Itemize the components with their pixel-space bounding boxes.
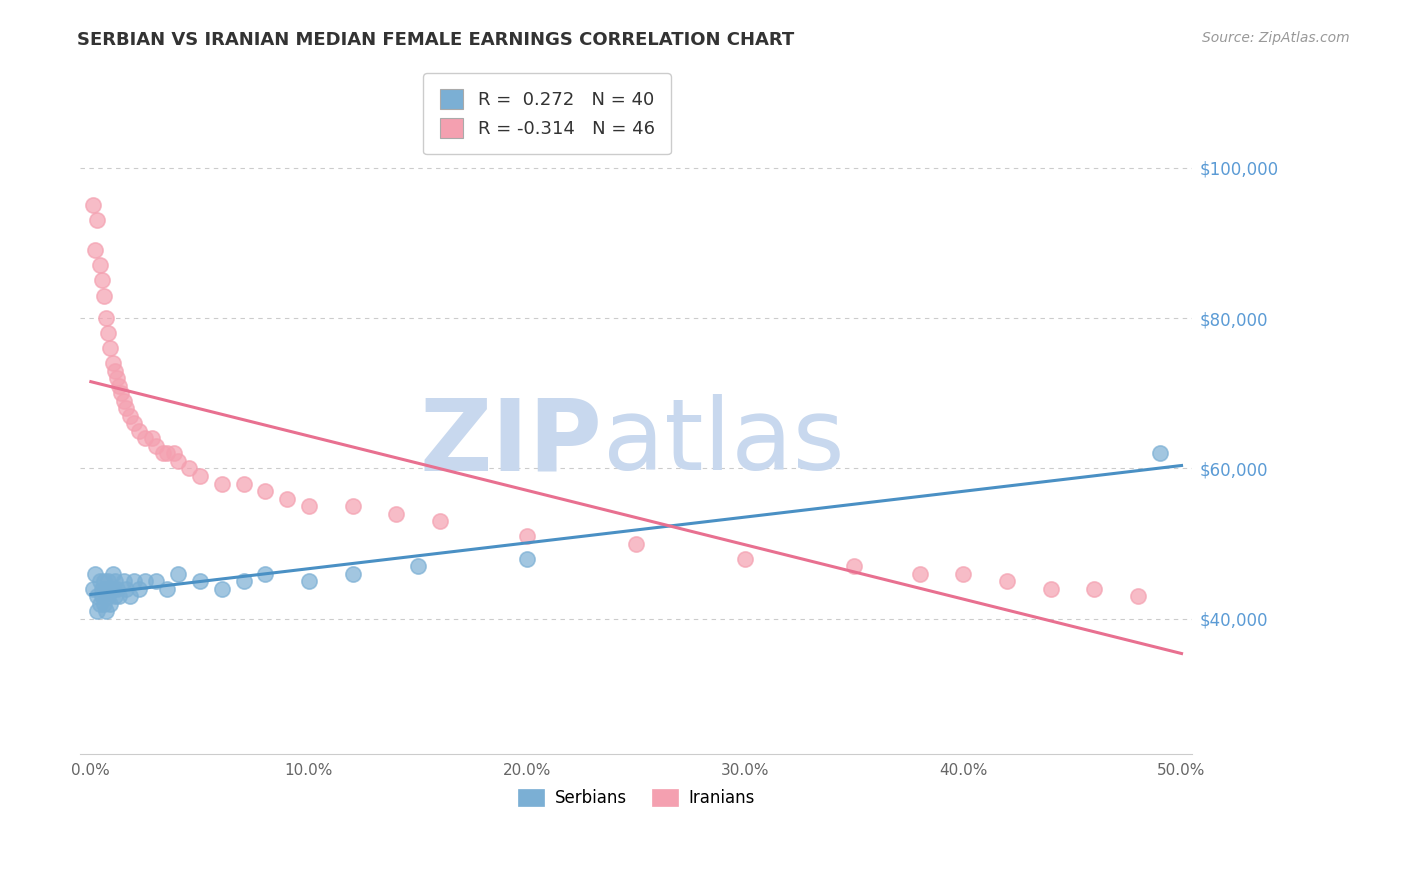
Point: [167, 566, 190, 581]
Point: [108, 589, 131, 603]
Point: [342, 566, 364, 581]
Point: [94, 582, 117, 596]
Point: [188, 574, 211, 589]
Text: SERBIAN VS IRANIAN MEDIAN FEMALE EARNINGS CORRELATION CHART: SERBIAN VS IRANIAN MEDIAN FEMALE EARNING…: [77, 31, 794, 49]
Point: [97, 589, 120, 603]
Point: [128, 582, 150, 596]
Point: [89, 597, 111, 611]
Point: [429, 514, 451, 528]
Legend: Serbians, Iranians: Serbians, Iranians: [512, 782, 761, 814]
Point: [104, 364, 127, 378]
Point: [110, 386, 132, 401]
Point: [114, 582, 136, 596]
Point: [232, 476, 254, 491]
Point: [254, 483, 277, 498]
Point: [516, 551, 538, 566]
Point: [94, 311, 117, 326]
Point: [112, 574, 135, 589]
Point: [145, 574, 167, 589]
Point: [94, 604, 117, 618]
Point: [120, 589, 142, 603]
Point: [97, 574, 120, 589]
Point: [145, 439, 167, 453]
Text: ZIP: ZIP: [420, 394, 603, 491]
Point: [163, 446, 186, 460]
Point: [156, 582, 179, 596]
Point: [89, 259, 111, 273]
Point: [1126, 589, 1149, 603]
Point: [86, 213, 108, 227]
Point: [124, 417, 146, 431]
Point: [108, 378, 131, 392]
Point: [1149, 446, 1171, 460]
Point: [104, 589, 127, 603]
Point: [141, 431, 163, 445]
Point: [167, 454, 190, 468]
Point: [101, 356, 124, 370]
Point: [1083, 582, 1105, 596]
Point: [100, 597, 122, 611]
Point: [188, 469, 211, 483]
Point: [90, 589, 112, 603]
Point: [156, 446, 179, 460]
Point: [254, 566, 277, 581]
Point: [89, 574, 111, 589]
Point: [114, 401, 136, 416]
Point: [124, 574, 146, 589]
Point: [952, 566, 974, 581]
Point: [84, 566, 107, 581]
Point: [734, 551, 756, 566]
Point: [298, 499, 321, 513]
Point: [105, 371, 128, 385]
Point: [90, 582, 112, 596]
Point: [86, 589, 108, 603]
Point: [624, 536, 647, 550]
Point: [100, 341, 122, 355]
Text: atlas: atlas: [603, 394, 845, 491]
Point: [90, 273, 112, 287]
Point: [385, 507, 408, 521]
Point: [134, 574, 156, 589]
Point: [82, 198, 104, 212]
Point: [276, 491, 298, 506]
Point: [93, 288, 115, 302]
Point: [211, 582, 233, 596]
Point: [128, 424, 150, 438]
Point: [232, 574, 254, 589]
Point: [104, 574, 127, 589]
Point: [101, 566, 124, 581]
Text: Source: ZipAtlas.com: Source: ZipAtlas.com: [1202, 31, 1350, 45]
Point: [97, 326, 120, 340]
Point: [105, 582, 128, 596]
Point: [100, 582, 122, 596]
Point: [211, 476, 233, 491]
Point: [908, 566, 931, 581]
Point: [516, 529, 538, 543]
Point: [93, 574, 115, 589]
Point: [995, 574, 1018, 589]
Point: [93, 597, 115, 611]
Point: [101, 582, 124, 596]
Point: [112, 393, 135, 408]
Point: [84, 244, 107, 258]
Point: [82, 582, 104, 596]
Point: [342, 499, 364, 513]
Point: [120, 409, 142, 423]
Point: [298, 574, 321, 589]
Point: [406, 559, 429, 574]
Point: [152, 446, 174, 460]
Point: [134, 431, 156, 445]
Point: [1039, 582, 1062, 596]
Point: [177, 461, 200, 475]
Point: [844, 559, 866, 574]
Point: [86, 604, 108, 618]
